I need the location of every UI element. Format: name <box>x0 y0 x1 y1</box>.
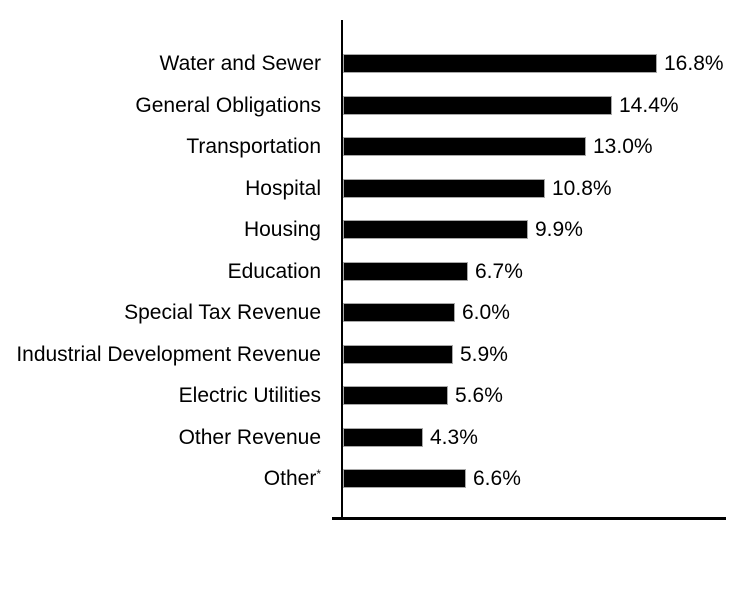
value-label: 4.3% <box>430 425 478 449</box>
bar-row: Education 6.7% <box>0 251 744 293</box>
bar-row: General Obligations 14.4% <box>0 85 744 127</box>
category-label: General Obligations <box>135 93 321 117</box>
value-label: 13.0% <box>593 135 653 159</box>
category-label: Transportation <box>186 135 321 159</box>
bar-row: Water and Sewer 16.8% <box>0 43 744 85</box>
category-label: Hospital <box>245 176 321 200</box>
value-label: 10.8% <box>552 176 612 200</box>
value-label: 6.6% <box>473 467 521 491</box>
value-label: 16.8% <box>664 52 724 76</box>
value-label: 5.9% <box>460 342 508 366</box>
bar-row: Special Tax Revenue 6.0% <box>0 292 744 334</box>
value-label: 14.4% <box>619 93 679 117</box>
category-label: Other Revenue <box>178 425 321 449</box>
bar-row: Industrial Development Revenue 5.9% <box>0 334 744 376</box>
bar <box>343 220 528 240</box>
bar <box>343 386 448 406</box>
category-label: Industrial Development Revenue <box>16 342 321 366</box>
footnote-asterisk: * <box>316 467 321 482</box>
bar <box>343 427 423 447</box>
bar-row: Hospital 10.8% <box>0 168 744 210</box>
value-label: 6.7% <box>475 259 523 283</box>
bar-rows: Water and Sewer 16.8% General Obligation… <box>0 43 744 500</box>
category-label: Housing <box>243 218 321 242</box>
bar <box>343 303 455 323</box>
category-label: Water and Sewer <box>159 52 321 76</box>
bar-row: Other Revenue 4.3% <box>0 417 744 459</box>
bar <box>343 54 657 74</box>
bar <box>343 261 468 281</box>
category-label: Education <box>227 259 321 283</box>
category-label: Other* <box>263 467 321 491</box>
x-axis-line <box>332 517 726 520</box>
bar <box>343 469 466 489</box>
bar-row: Other* 6.6% <box>0 458 744 500</box>
bar <box>343 178 545 198</box>
value-label: 6.0% <box>462 301 510 325</box>
y-axis-line <box>341 20 343 520</box>
value-label: 9.9% <box>535 218 583 242</box>
value-label: 5.6% <box>455 384 503 408</box>
bar-row: Transportation 13.0% <box>0 126 744 168</box>
category-label: Electric Utilities <box>178 384 321 408</box>
bar-row: Housing 9.9% <box>0 209 744 251</box>
bar <box>343 344 453 364</box>
category-label: Special Tax Revenue <box>124 301 321 325</box>
bar <box>343 137 586 157</box>
bar-row: Electric Utilities 5.6% <box>0 375 744 417</box>
bar <box>343 95 612 115</box>
